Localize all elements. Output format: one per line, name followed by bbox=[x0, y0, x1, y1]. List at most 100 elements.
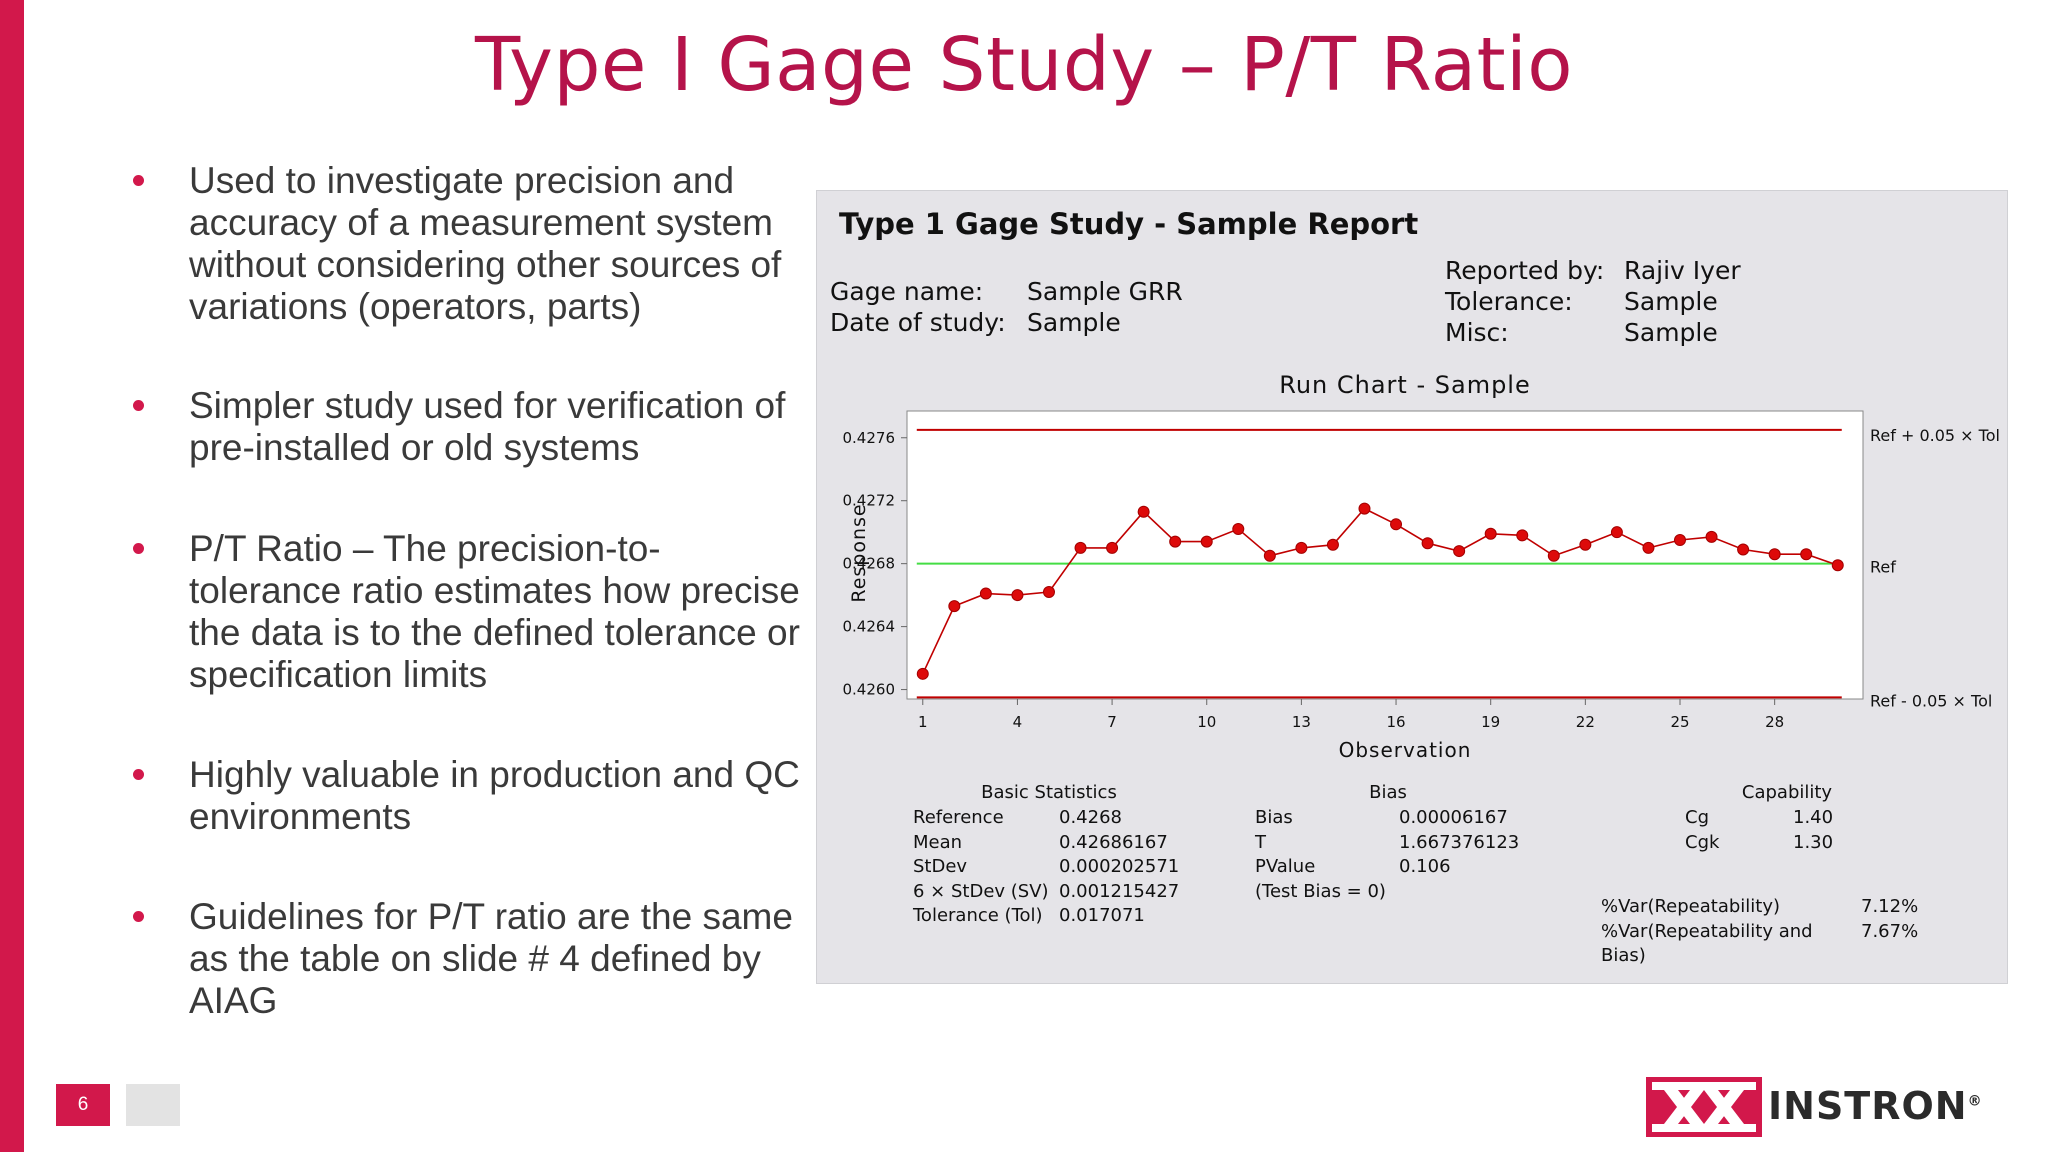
bullet-item: P/T Ratio – The precision-to-tolerance r… bbox=[130, 528, 810, 696]
bullet-dot-icon bbox=[133, 175, 144, 186]
left-accent-bar bbox=[0, 0, 24, 1152]
stat-row: %Var(Repeatability and Bias) 7.67% bbox=[1601, 920, 2001, 967]
data-point bbox=[1295, 541, 1308, 554]
stat-label: Mean bbox=[913, 831, 963, 853]
data-point bbox=[948, 600, 961, 613]
stat-row: Reference 0.4268 bbox=[913, 806, 1213, 831]
stat-value: 7.12% bbox=[1861, 896, 1919, 917]
x-tick-label: 16 bbox=[1386, 713, 1405, 731]
data-point bbox=[1421, 537, 1434, 550]
x-tick-label: 4 bbox=[1013, 713, 1023, 731]
data-point bbox=[1674, 534, 1687, 547]
bullet-dot-icon bbox=[133, 400, 144, 411]
data-point bbox=[1042, 585, 1055, 598]
stat-label: PValue bbox=[1255, 856, 1316, 877]
report-title: Type 1 Gage Study - Sample Report bbox=[839, 207, 1419, 241]
stat-label: Cg bbox=[1685, 807, 1709, 828]
bullet-text: Highly valuable in production and QC env… bbox=[189, 754, 800, 837]
basic-statistics-header: Basic Statistics bbox=[981, 782, 1117, 803]
gage-name-label: Gage name: bbox=[830, 277, 984, 306]
chart-title: Run Chart - Sample bbox=[1279, 371, 1531, 399]
gage-name-value: Sample GRR bbox=[1027, 277, 1183, 306]
bullet-item: Simpler study used for verification of p… bbox=[130, 385, 810, 469]
x-tick-label: 10 bbox=[1197, 713, 1216, 731]
data-point bbox=[1137, 505, 1150, 518]
upper-limit-label: Ref + 0.05 × Tol bbox=[1870, 426, 2000, 445]
x-tick-label: 7 bbox=[1107, 713, 1117, 731]
stat-row: %Var(Repeatability) 7.12% bbox=[1601, 895, 2001, 920]
data-point bbox=[1516, 529, 1529, 542]
data-point bbox=[1547, 549, 1560, 562]
stat-value: 0.001215427 bbox=[1059, 880, 1180, 902]
data-point bbox=[1768, 548, 1781, 561]
data-point bbox=[1453, 545, 1466, 558]
stat-value: 0.000202571 bbox=[1059, 856, 1180, 877]
bullet-item: Guidelines for P/T ratio are the same as… bbox=[130, 896, 810, 1022]
stat-label: (Test Bias = 0) bbox=[1255, 880, 1386, 902]
basic-statistics-block: Basic Statistics Reference 0.4268 Mean 0… bbox=[913, 782, 1213, 929]
stat-row: Cgk 1.30 bbox=[1685, 831, 2005, 856]
stat-label: Bias bbox=[1255, 807, 1293, 828]
stat-value: 7.67% bbox=[1861, 920, 1919, 942]
stat-row: Cg 1.40 bbox=[1685, 806, 2005, 831]
bullet-text: Used to investigate precision and accura… bbox=[189, 160, 782, 327]
y-tick-label: 0.4276 bbox=[843, 429, 896, 447]
stat-label: Cgk bbox=[1685, 831, 1720, 853]
x-tick-label: 22 bbox=[1576, 713, 1595, 731]
data-point bbox=[1263, 549, 1276, 562]
stat-value: 0.4268 bbox=[1059, 807, 1122, 828]
data-point bbox=[916, 667, 929, 680]
reported-by-label: Reported by: bbox=[1445, 256, 1605, 285]
reported-by-value: Rajiv Iyer bbox=[1624, 256, 1741, 285]
bullet-dot-icon bbox=[133, 769, 144, 780]
y-tick-label: 0.4260 bbox=[843, 681, 896, 699]
instron-logo: INSTRON® bbox=[1646, 1074, 1982, 1140]
stat-value: 1.667376123 bbox=[1399, 831, 1520, 853]
bullet-item: Used to investigate precision and accura… bbox=[130, 160, 810, 328]
stat-label: 6 × StDev (SV) bbox=[913, 880, 1049, 902]
stat-value: 1.30 bbox=[1793, 831, 1834, 853]
gage-study-report: Type 1 Gage Study - Sample Report Gage n… bbox=[816, 190, 2008, 984]
stat-label: %Var(Repeatability and Bias) bbox=[1601, 920, 1813, 967]
data-point bbox=[1106, 541, 1119, 554]
bullet-dot-icon bbox=[133, 543, 144, 554]
data-point bbox=[1326, 538, 1339, 551]
report-info-right: Reported by: Rajiv Iyer Tolerance: Sampl… bbox=[1445, 255, 1741, 348]
data-point bbox=[1579, 538, 1592, 551]
y-tick-label: 0.4272 bbox=[843, 492, 896, 510]
data-point bbox=[1737, 543, 1750, 556]
data-point bbox=[1484, 527, 1497, 540]
tolerance-label: Tolerance: bbox=[1445, 287, 1573, 316]
stat-row: (Test Bias = 0) bbox=[1255, 880, 1555, 905]
stat-row: Bias 0.00006167 bbox=[1255, 806, 1555, 831]
y-tick-label: 0.4264 bbox=[843, 618, 896, 636]
stat-label: StDev bbox=[913, 856, 968, 877]
y-axis-label: Response bbox=[848, 503, 870, 602]
date-of-study-value: Sample bbox=[1027, 308, 1121, 337]
data-point bbox=[1232, 523, 1245, 536]
stat-value: 0.42686167 bbox=[1059, 831, 1168, 853]
stat-label: T bbox=[1255, 831, 1266, 853]
page-number: 6 bbox=[56, 1084, 110, 1126]
y-tick-label: 0.4268 bbox=[843, 555, 896, 573]
date-of-study-label: Date of study: bbox=[830, 308, 1006, 337]
stat-row: 6 × StDev (SV) 0.001215427 bbox=[913, 880, 1213, 905]
capability-header: Capability bbox=[1741, 782, 1833, 803]
data-point bbox=[1831, 559, 1844, 572]
data-point bbox=[1642, 541, 1655, 554]
stat-value: 0.017071 bbox=[1059, 905, 1145, 926]
capability-block: Capability Cg 1.40 Cgk 1.30 bbox=[1685, 782, 2005, 855]
data-point bbox=[1358, 502, 1371, 515]
data-point bbox=[1390, 518, 1403, 531]
run-chart: Run Chart - Sample Ref + 0.05 × Tol Ref Ref… bbox=[843, 371, 2000, 762]
tolerance-value: Sample bbox=[1624, 287, 1718, 316]
stat-row: StDev 0.000202571 bbox=[913, 855, 1213, 880]
report-info-left: Gage name: Sample GRR Date of study: Sam… bbox=[830, 276, 1183, 338]
stat-row: PValue 0.106 bbox=[1255, 855, 1555, 880]
stat-value: 1.40 bbox=[1793, 807, 1834, 828]
bullet-text: Guidelines for P/T ratio are the same as… bbox=[189, 896, 793, 1021]
data-point bbox=[1610, 526, 1623, 539]
logo-text: INSTRON® bbox=[1768, 1084, 1983, 1128]
misc-label: Misc: bbox=[1445, 318, 1509, 347]
bias-block: Bias Bias 0.00006167 T 1.667376123 PValu… bbox=[1255, 782, 1555, 904]
